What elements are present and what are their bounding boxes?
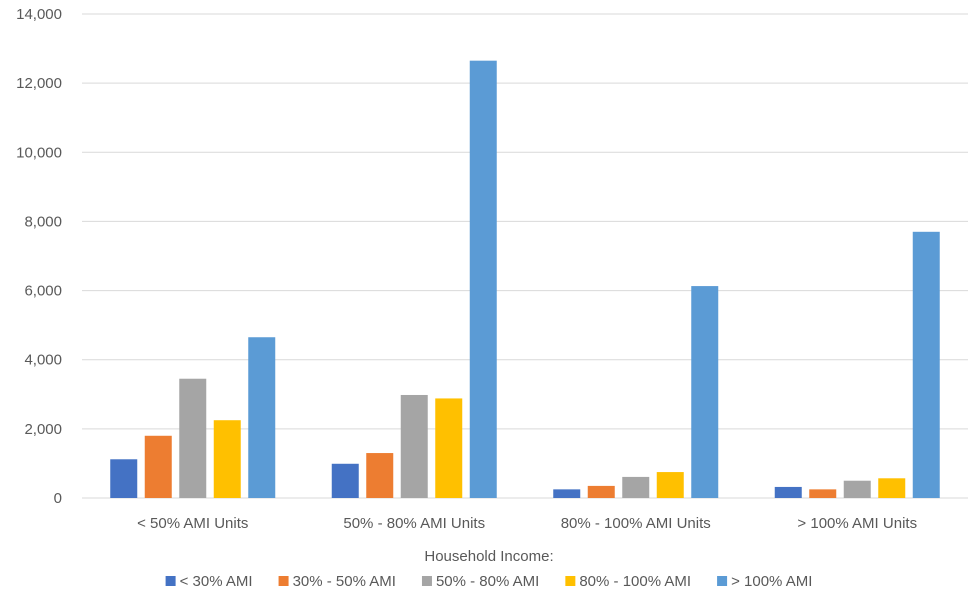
legend-title: Household Income: <box>424 548 553 565</box>
bar <box>400 394 428 498</box>
bar <box>656 472 684 498</box>
y-tick-label: 4,000 <box>24 352 62 369</box>
bar <box>366 453 394 498</box>
legend-label: < 30% AMI <box>180 573 253 590</box>
bar <box>809 489 837 498</box>
legend-swatch <box>278 576 289 586</box>
bar <box>213 420 241 498</box>
bar <box>110 459 138 498</box>
legend-swatch <box>565 576 576 586</box>
legend-label: > 100% AMI <box>731 573 812 590</box>
legend-item: 50% - 80% AMI <box>421 573 539 590</box>
bar <box>843 480 871 498</box>
y-tick-label: 12,000 <box>16 75 62 92</box>
x-category-label: 80% - 100% AMI Units <box>561 515 711 532</box>
x-axis-category-labels: < 50% AMI Units 50% - 80% AMI Units 80% - … <box>137 515 917 532</box>
x-category-label: > 100% AMI Units <box>797 515 917 532</box>
legend: < 30% AMI 30% - 50% AMI 50% - 80% AMI 80% -… <box>165 573 812 590</box>
bar <box>331 463 359 498</box>
legend-item: 80% - 100% AMI <box>565 573 691 590</box>
legend-swatch <box>421 576 432 586</box>
bar <box>144 435 172 498</box>
bar <box>622 476 650 498</box>
bar <box>587 485 615 498</box>
legend-item: 30% - 50% AMI <box>278 573 396 590</box>
bars <box>110 60 940 499</box>
bar <box>553 489 581 498</box>
y-axis-tick-labels: 0 2,000 4,000 6,000 8,000 10,000 12,000 14,000 <box>16 6 62 507</box>
bar <box>248 337 276 498</box>
y-tick-label: 10,000 <box>16 144 62 161</box>
y-tick-label: 2,000 <box>24 421 62 438</box>
legend-label: 30% - 50% AMI <box>293 573 396 590</box>
y-tick-label: 0 <box>54 490 62 507</box>
legend-swatch <box>165 576 176 586</box>
legend-item: < 30% AMI <box>165 573 253 590</box>
bar <box>774 486 802 498</box>
y-tick-label: 8,000 <box>24 213 62 230</box>
legend-label: 50% - 80% AMI <box>436 573 539 590</box>
bar <box>878 478 906 498</box>
bar <box>435 398 463 498</box>
y-tick-label: 14,000 <box>16 6 62 23</box>
y-tick-label: 6,000 <box>24 283 62 300</box>
bar <box>179 378 207 498</box>
legend-swatch <box>717 576 728 586</box>
x-category-label: < 50% AMI Units <box>137 515 248 532</box>
legend-label: 80% - 100% AMI <box>579 573 691 590</box>
bar <box>469 60 497 499</box>
bar <box>691 286 719 498</box>
legend-item: > 100% AMI <box>717 573 812 590</box>
bar <box>912 231 940 499</box>
x-category-label: 50% - 80% AMI Units <box>343 515 485 532</box>
